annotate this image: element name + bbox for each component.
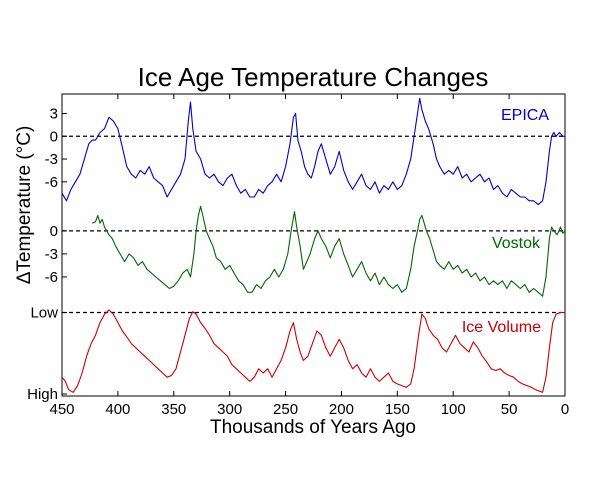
y-tick-label: Low (30, 305, 58, 322)
panel-vostok: 0 -3 -6 Vostok (45, 205, 566, 297)
x-tick-label: 250 (273, 401, 298, 418)
series-panels: 3 0 -3 -6 EPICA 0 -3 -6 Vostok Low High Ice Volume (27, 97, 566, 403)
y-tick-label: 3 (50, 105, 58, 122)
y-tick-label: -6 (45, 269, 58, 286)
y-tick-label: High (27, 386, 58, 403)
y-tick-label: 0 (50, 128, 58, 145)
x-tick-label: 400 (105, 401, 130, 418)
y-tick-label: -6 (45, 174, 58, 191)
series-label: Vostok (492, 235, 541, 252)
series-label: Ice Volume (462, 319, 541, 336)
panel-ice-volume: Low High Ice Volume (27, 305, 565, 403)
series-line-ice-volume (61, 309, 565, 393)
series-line-vostok (91, 205, 566, 297)
x-tick-label: 200 (329, 401, 354, 418)
series-line-epica (61, 97, 565, 206)
series-label: EPICA (501, 107, 549, 124)
x-tick-label: 450 (49, 401, 74, 418)
y-axis-label: ΔTemperature (°C) (14, 126, 35, 285)
plot-frame (61, 93, 566, 397)
y-tick-label: 0 (50, 223, 58, 240)
x-axis-label: Thousands of Years Ago (210, 417, 416, 438)
y-tick-label: -3 (45, 151, 58, 168)
panel-epica: 3 0 -3 -6 EPICA (45, 97, 565, 206)
x-axis-ticks: 450 400 350 300 250 200 150 100 50 0 (49, 94, 569, 418)
x-tick-label: 350 (161, 401, 186, 418)
x-tick-label: 50 (501, 401, 518, 418)
chart-title: Ice Age Temperature Changes (138, 62, 489, 92)
y-tick-label: -3 (45, 246, 58, 263)
x-tick-label: 300 (217, 401, 242, 418)
x-tick-label: 100 (441, 401, 466, 418)
x-tick-label: 150 (385, 401, 410, 418)
x-tick-label: 0 (561, 401, 569, 418)
